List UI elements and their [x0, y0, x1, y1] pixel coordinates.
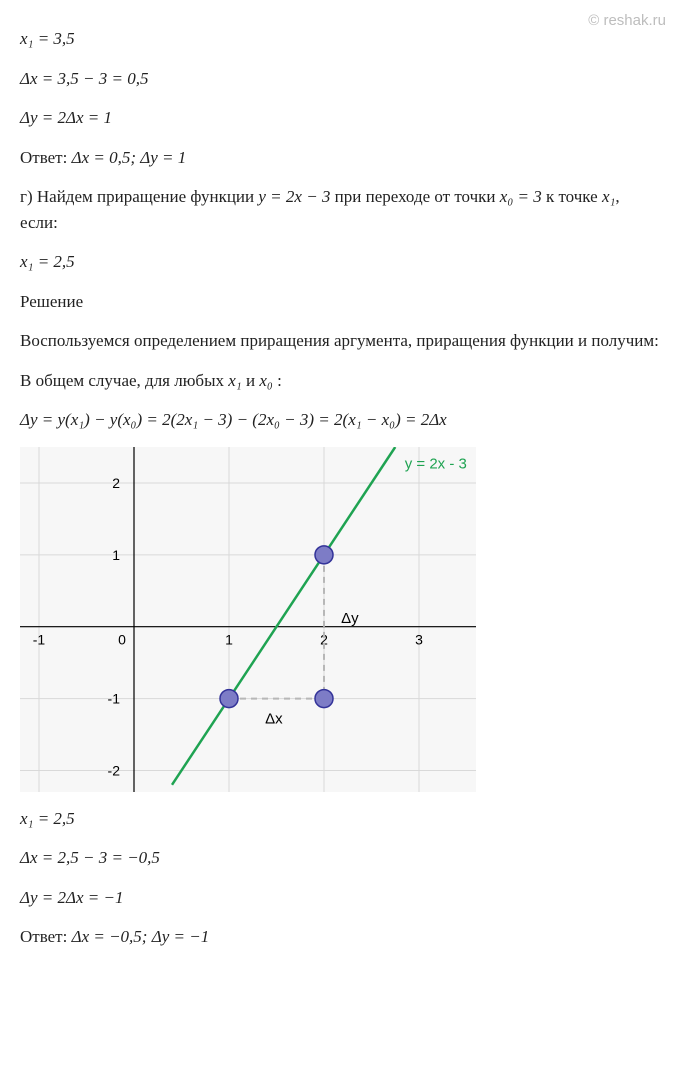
g-mid: при переходе от точки	[330, 187, 499, 206]
x-tick-label: -1	[33, 631, 46, 647]
chart-point	[315, 689, 333, 707]
dy-label: Δy	[341, 610, 359, 627]
g-x0: x₀ = 3	[500, 187, 542, 206]
g-func: y = 2x − 3	[258, 187, 330, 206]
eq-dy-1: Δy = 2Δx = 1	[20, 105, 660, 131]
chart-svg: -11230-2-112y = 2x - 3ΔyΔx	[20, 447, 476, 792]
answer-1-label: Ответ:	[20, 148, 72, 167]
eq-dy-expansion: Δy = y(x₁) − y(x₀) = 2(2x₁ − 3) − (2x₀ −…	[20, 407, 660, 433]
g-prefix: г) Найдем приращение функции	[20, 187, 258, 206]
x-tick-label: 3	[415, 631, 423, 647]
eq-dy-neg1: Δy = 2Δx = −1	[20, 885, 660, 911]
g-x1: x₁	[602, 187, 615, 206]
general-x0: x₀	[259, 371, 272, 390]
function-label: y = 2x - 3	[405, 455, 467, 472]
answer-2: Ответ: Δx = −0,5; Δy = −1	[20, 924, 660, 950]
function-chart: -11230-2-112y = 2x - 3ΔyΔx	[20, 447, 476, 792]
general-end: :	[273, 371, 282, 390]
y-tick-label: -1	[108, 690, 121, 706]
answer-2-value: Δx = −0,5; Δy = −1	[72, 927, 210, 946]
origin-label: 0	[118, 631, 126, 647]
eq-x1-25-b: x₁ = 2,5	[20, 806, 660, 832]
part-g-statement: г) Найдем приращение функции y = 2x − 3 …	[20, 184, 660, 235]
eq-x1-25-a: x₁ = 2,5	[20, 249, 660, 275]
general-x1: x₁	[228, 371, 241, 390]
watermark: © reshak.ru	[588, 10, 666, 33]
solution-heading: Решение	[20, 289, 660, 315]
general-prefix: В общем случае, для любых	[20, 371, 228, 390]
y-tick-label: 2	[112, 474, 120, 490]
eq-dx-neg05: Δx = 2,5 − 3 = −0,5	[20, 845, 660, 871]
explanation: Воспользуемся определением приращения ар…	[20, 328, 660, 354]
dx-label: Δx	[265, 710, 283, 727]
answer-1-value: Δx = 0,5; Δy = 1	[72, 148, 187, 167]
x-tick-label: 1	[225, 631, 233, 647]
chart-point	[220, 689, 238, 707]
chart-bg	[20, 447, 476, 792]
eq-x1-35: x₁ = 3,5	[20, 26, 660, 52]
general-and: и	[242, 371, 260, 390]
eq-dx-05: Δx = 3,5 − 3 = 0,5	[20, 66, 660, 92]
answer-1: Ответ: Δx = 0,5; Δy = 1	[20, 145, 660, 171]
answer-2-label: Ответ:	[20, 927, 72, 946]
g-to: к точке	[542, 187, 602, 206]
chart-point	[315, 545, 333, 563]
y-tick-label: -2	[108, 762, 121, 778]
y-tick-label: 1	[112, 546, 120, 562]
general-case: В общем случае, для любых x₁ и x₀ :	[20, 368, 660, 394]
